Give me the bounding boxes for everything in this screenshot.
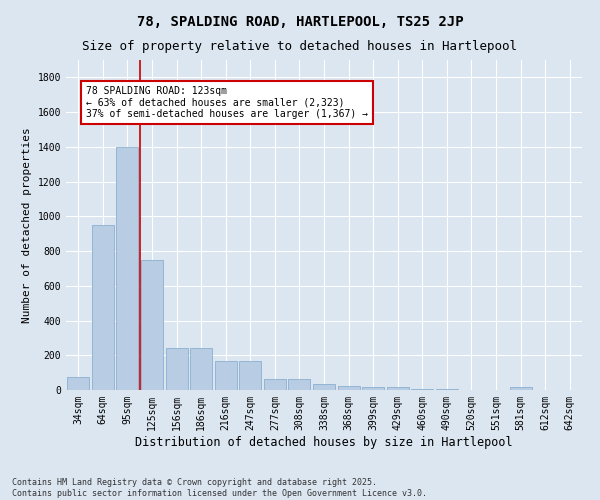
Y-axis label: Number of detached properties: Number of detached properties — [22, 127, 32, 323]
Bar — [289, 378, 310, 390]
Bar — [411, 389, 433, 390]
Bar — [509, 386, 532, 390]
Bar — [67, 377, 89, 390]
Bar — [264, 378, 286, 390]
Text: 78, SPALDING ROAD, HARTLEPOOL, TS25 2JP: 78, SPALDING ROAD, HARTLEPOOL, TS25 2JP — [137, 15, 463, 29]
Bar — [338, 386, 359, 390]
Text: 78 SPALDING ROAD: 123sqm
← 63% of detached houses are smaller (2,323)
37% of sem: 78 SPALDING ROAD: 123sqm ← 63% of detach… — [86, 86, 368, 120]
Bar — [166, 348, 188, 390]
Bar — [436, 389, 458, 390]
Bar — [313, 384, 335, 390]
Bar — [215, 362, 237, 390]
Text: Size of property relative to detached houses in Hartlepool: Size of property relative to detached ho… — [83, 40, 517, 53]
Bar — [386, 388, 409, 390]
Bar — [362, 388, 384, 390]
Text: Contains HM Land Registry data © Crown copyright and database right 2025.
Contai: Contains HM Land Registry data © Crown c… — [12, 478, 427, 498]
Bar — [141, 260, 163, 390]
Bar — [116, 147, 139, 390]
X-axis label: Distribution of detached houses by size in Hartlepool: Distribution of detached houses by size … — [135, 436, 513, 448]
Bar — [190, 348, 212, 390]
Bar — [92, 225, 114, 390]
Bar — [239, 362, 262, 390]
